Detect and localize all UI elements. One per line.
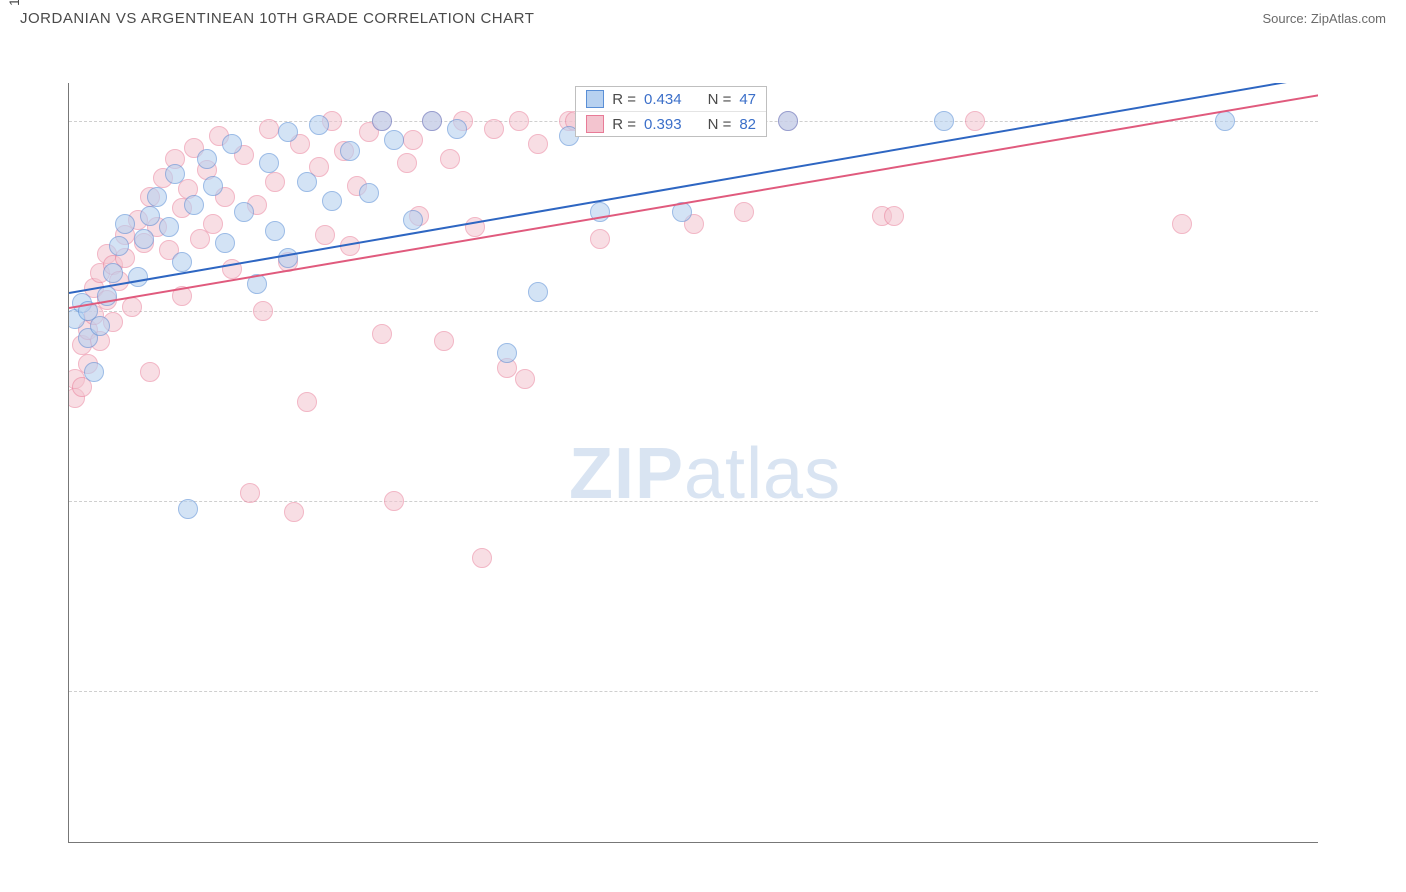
scatter-point [434, 331, 454, 351]
scatter-point [422, 111, 442, 131]
scatter-point [1172, 214, 1192, 234]
scatter-point [184, 195, 204, 215]
stat-n-value: 47 [739, 91, 756, 108]
scatter-point [197, 149, 217, 169]
x-tick [194, 842, 195, 843]
stat-n-label: N = [708, 91, 732, 108]
x-tick [319, 842, 320, 843]
scatter-point [122, 297, 142, 317]
scatter-point [222, 134, 242, 154]
scatter-point [90, 316, 110, 336]
scatter-point [734, 202, 754, 222]
scatter-point [203, 214, 223, 234]
scatter-point [259, 153, 279, 173]
stats-row: R = 0.393 N = 82 [576, 111, 766, 136]
scatter-point [322, 191, 342, 211]
scatter-point [778, 111, 798, 131]
watermark: ZIPatlas [569, 433, 841, 515]
scatter-point [109, 236, 129, 256]
stats-box: R = 0.434 N = 47 R = 0.393 N = 82 [575, 86, 767, 137]
scatter-point [372, 324, 392, 344]
scatter-point [384, 130, 404, 150]
stat-r-label: R = [612, 116, 636, 133]
stats-row: R = 0.434 N = 47 [576, 87, 766, 111]
stat-n-value: 82 [739, 116, 756, 133]
scatter-point [140, 362, 160, 382]
scatter-point [203, 176, 223, 196]
scatter-point [397, 153, 417, 173]
scatter-point [103, 263, 123, 283]
x-tick [1069, 842, 1070, 843]
scatter-point [403, 210, 423, 230]
scatter-point [165, 164, 185, 184]
legend-swatch [586, 90, 604, 108]
scatter-point [234, 202, 254, 222]
stat-r-label: R = [612, 91, 636, 108]
scatter-point [934, 111, 954, 131]
scatter-point [134, 229, 154, 249]
scatter-point [440, 149, 460, 169]
scatter-point [528, 134, 548, 154]
scatter-point [215, 233, 235, 253]
scatter-point [359, 183, 379, 203]
scatter-point [265, 172, 285, 192]
scatter-point [278, 122, 298, 142]
x-tick [69, 842, 70, 843]
scatter-point [509, 111, 529, 131]
gridline [69, 691, 1318, 692]
scatter-point [372, 111, 392, 131]
scatter-point [253, 301, 273, 321]
scatter-point [403, 130, 423, 150]
scatter-point [528, 282, 548, 302]
scatter-point [309, 115, 329, 135]
x-tick [944, 842, 945, 843]
chart-title: JORDANIAN VS ARGENTINEAN 10TH GRADE CORR… [20, 10, 534, 27]
scatter-point [965, 111, 985, 131]
stat-r-value: 0.434 [644, 91, 682, 108]
scatter-point [115, 214, 135, 234]
scatter-point [84, 362, 104, 382]
plot-area: 100.0%95.0%90.0%85.0%0.0%20.0%ZIPatlasR … [68, 83, 1318, 843]
stat-r-value: 0.393 [644, 116, 682, 133]
scatter-point [384, 491, 404, 511]
scatter-point [178, 499, 198, 519]
scatter-point [265, 221, 285, 241]
scatter-point [1215, 111, 1235, 131]
scatter-point [297, 392, 317, 412]
scatter-point [147, 187, 167, 207]
scatter-point [447, 119, 467, 139]
scatter-point [172, 252, 192, 272]
y-axis-label: 10th Grade [6, 0, 22, 6]
scatter-point [340, 141, 360, 161]
scatter-point [128, 267, 148, 287]
source-label: Source: ZipAtlas.com [1262, 11, 1386, 26]
scatter-point [297, 172, 317, 192]
scatter-point [259, 119, 279, 139]
scatter-point [140, 206, 160, 226]
legend-swatch [586, 115, 604, 133]
scatter-point [315, 225, 335, 245]
scatter-point [484, 119, 504, 139]
scatter-point [497, 343, 517, 363]
x-tick [1194, 842, 1195, 843]
x-tick [819, 842, 820, 843]
scatter-point [515, 369, 535, 389]
scatter-point [472, 548, 492, 568]
scatter-point [590, 229, 610, 249]
scatter-point [278, 248, 298, 268]
scatter-point [884, 206, 904, 226]
x-tick [444, 842, 445, 843]
scatter-point [159, 217, 179, 237]
scatter-point [284, 502, 304, 522]
x-tick [694, 842, 695, 843]
stat-n-label: N = [708, 116, 732, 133]
scatter-point [240, 483, 260, 503]
x-tick [569, 842, 570, 843]
